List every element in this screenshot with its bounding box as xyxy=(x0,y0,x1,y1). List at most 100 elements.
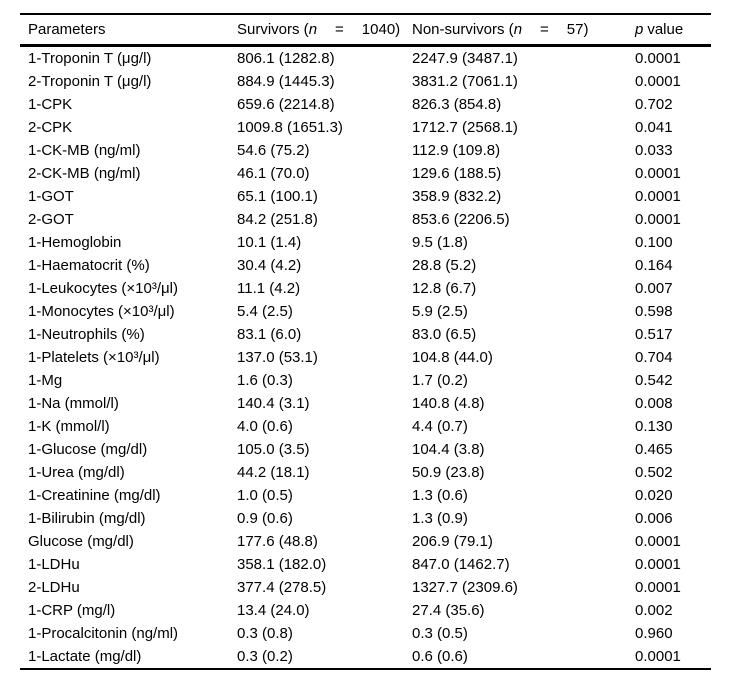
survivors-cell: 1.6 (0.3) xyxy=(237,372,293,389)
param-cell: 1-LDHu xyxy=(28,556,80,573)
survivors-cell: 358.1 (182.0) xyxy=(237,556,327,573)
pvalue-cell: 0.702 xyxy=(635,96,673,113)
pvalue-cell: 0.130 xyxy=(635,418,673,435)
pvalue-cell: 0.0001 xyxy=(635,579,681,596)
param-cell: 1-Neutrophils (%) xyxy=(28,326,145,343)
survivors-cell: 46.1 (70.0) xyxy=(237,165,310,182)
table-row: 2-GOT 84.2 (251.8) 853.6 (2206.5) 0.0001 xyxy=(20,208,711,231)
pvalue-cell: 0.006 xyxy=(635,510,673,527)
survivors-cell: 13.4 (24.0) xyxy=(237,602,310,619)
param-cell: 1-Urea (mg/dl) xyxy=(28,464,125,481)
survivors-cell: 44.2 (18.1) xyxy=(237,464,310,481)
table-row: 1-Mg 1.6 (0.3) 1.7 (0.2) 0.542 xyxy=(20,369,711,392)
nonsurvivors-cell: 1712.7 (2568.1) xyxy=(412,119,518,136)
table-row: 1-Lactate (mg/dl) 0.3 (0.2) 0.6 (0.6) 0.… xyxy=(20,645,711,669)
pvalue-cell: 0.542 xyxy=(635,372,673,389)
pvalue-cell: 0.020 xyxy=(635,487,673,504)
nonsurvivors-cell: 140.8 (4.8) xyxy=(412,395,485,412)
header-pvalue: p value xyxy=(635,14,711,47)
pvalue-cell: 0.100 xyxy=(635,234,673,251)
table-row: 1-Troponin T (μg/l) 806.1 (1282.8) 2247.… xyxy=(20,46,711,71)
header-nonsurvivors-n-symbol: n xyxy=(513,21,523,38)
survivors-cell: 0.3 (0.8) xyxy=(237,625,293,642)
nonsurvivors-cell: 3831.2 (7061.1) xyxy=(412,73,518,90)
param-cell: 1-Glucose (mg/dl) xyxy=(28,441,148,458)
param-cell: 1-Leukocytes (×10³/μl) xyxy=(28,280,178,297)
nonsurvivors-cell: 853.6 (2206.5) xyxy=(412,211,510,228)
nonsurvivors-cell: 1.3 (0.9) xyxy=(412,510,468,527)
pvalue-cell: 0.502 xyxy=(635,464,673,481)
nonsurvivors-cell: 9.5 (1.8) xyxy=(412,234,468,251)
table-row: 2-CK-MB (ng/ml) 46.1 (70.0) 129.6 (188.5… xyxy=(20,162,711,185)
param-cell: 1-CK-MB (ng/ml) xyxy=(28,142,141,159)
table-row: 1-Haematocrit (%) 30.4 (4.2) 28.8 (5.2) … xyxy=(20,254,711,277)
pvalue-cell: 0.002 xyxy=(635,602,673,619)
param-cell: 1-Troponin T (μg/l) xyxy=(28,50,152,67)
table-row: 1-GOT 65.1 (100.1) 358.9 (832.2) 0.0001 xyxy=(20,185,711,208)
pvalue-cell: 0.0001 xyxy=(635,556,681,573)
param-cell: 1-Haematocrit (%) xyxy=(28,257,150,274)
survivors-cell: 1009.8 (1651.3) xyxy=(237,119,343,136)
param-cell: 1-Bilirubin (mg/dl) xyxy=(28,510,146,527)
param-cell: 1-Mg xyxy=(28,372,63,389)
table-row: 1-CPK 659.6 (2214.8) 826.3 (854.8) 0.702 xyxy=(20,93,711,116)
nonsurvivors-cell: 826.3 (854.8) xyxy=(412,96,502,113)
nonsurvivors-cell: 104.4 (3.8) xyxy=(412,441,485,458)
survivors-cell: 65.1 (100.1) xyxy=(237,188,318,205)
survivors-cell: 140.4 (3.1) xyxy=(237,395,310,412)
param-cell: 2-CPK xyxy=(28,119,73,136)
pvalue-cell: 0.007 xyxy=(635,280,673,297)
survivors-cell: 5.4 (2.5) xyxy=(237,303,293,320)
survivors-cell: 84.2 (251.8) xyxy=(237,211,318,228)
param-cell: 1-Lactate (mg/dl) xyxy=(28,648,142,665)
nonsurvivors-cell: 206.9 (79.1) xyxy=(412,533,493,550)
header-survivors: Survivors (n = 1040) xyxy=(237,14,412,47)
param-cell: 1-Na (mmol/l) xyxy=(28,395,119,412)
table-body: 1-Troponin T (μg/l) 806.1 (1282.8) 2247.… xyxy=(20,46,711,670)
survivors-cell: 54.6 (75.2) xyxy=(237,142,310,159)
survivors-cell: 177.6 (48.8) xyxy=(237,533,318,550)
pvalue-cell: 0.465 xyxy=(635,441,673,458)
survivors-cell: 806.1 (1282.8) xyxy=(237,50,335,67)
table-row: 1-Na (mmol/l) 140.4 (3.1) 140.8 (4.8) 0.… xyxy=(20,392,711,415)
pvalue-cell: 0.0001 xyxy=(635,648,681,665)
clinical-parameters-table: Parameters Survivors (n = 1040) Non-surviv… xyxy=(20,13,711,670)
table-row: 2-Troponin T (μg/l) 884.9 (1445.3) 3831.… xyxy=(20,70,711,93)
survivors-cell: 0.9 (0.6) xyxy=(237,510,293,527)
nonsurvivors-cell: 12.8 (6.7) xyxy=(412,280,477,297)
pvalue-cell: 0.517 xyxy=(635,326,673,343)
pvalue-cell: 0.164 xyxy=(635,257,673,274)
header-parameters: Parameters xyxy=(20,14,237,47)
nonsurvivors-cell: 358.9 (832.2) xyxy=(412,188,502,205)
nonsurvivors-cell: 1327.7 (2309.6) xyxy=(412,579,518,596)
survivors-cell: 137.0 (53.1) xyxy=(237,349,318,366)
nonsurvivors-cell: 1.7 (0.2) xyxy=(412,372,468,389)
param-cell: 1-K (mmol/l) xyxy=(28,418,110,435)
table-row: 1-Bilirubin (mg/dl) 0.9 (0.6) 1.3 (0.9) … xyxy=(20,507,711,530)
table-row: 1-LDHu 358.1 (182.0) 847.0 (1462.7) 0.00… xyxy=(20,553,711,576)
table-header-row: Parameters Survivors (n = 1040) Non-surviv… xyxy=(20,14,711,47)
header-pvalue-label: value xyxy=(647,21,684,38)
nonsurvivors-cell: 50.9 (23.8) xyxy=(412,464,485,481)
survivors-cell: 4.0 (0.6) xyxy=(237,418,293,435)
table-row: 1-Urea (mg/dl) 44.2 (18.1) 50.9 (23.8) 0… xyxy=(20,461,711,484)
table-row: 1-CK-MB (ng/ml) 54.6 (75.2) 112.9 (109.8… xyxy=(20,139,711,162)
param-cell: 1-Hemoglobin xyxy=(28,234,122,251)
pvalue-cell: 0.0001 xyxy=(635,211,681,228)
table-row: 1-Neutrophils (%) 83.1 (6.0) 83.0 (6.5) … xyxy=(20,323,711,346)
pvalue-cell: 0.0001 xyxy=(635,73,681,90)
table-row: 1-Platelets (×10³/μl) 137.0 (53.1) 104.8… xyxy=(20,346,711,369)
param-cell: 2-GOT xyxy=(28,211,74,228)
nonsurvivors-cell: 0.6 (0.6) xyxy=(412,648,468,665)
param-cell: 1-Platelets (×10³/μl) xyxy=(28,349,160,366)
table-row: 1-Glucose (mg/dl) 105.0 (3.5) 104.4 (3.8… xyxy=(20,438,711,461)
pvalue-cell: 0.033 xyxy=(635,142,673,159)
survivors-cell: 0.3 (0.2) xyxy=(237,648,293,665)
param-cell: 1-Procalcitonin (ng/ml) xyxy=(28,625,179,642)
table-row: Glucose (mg/dl) 177.6 (48.8) 206.9 (79.1… xyxy=(20,530,711,553)
param-cell: 2-Troponin T (μg/l) xyxy=(28,73,152,90)
pvalue-cell: 0.0001 xyxy=(635,533,681,550)
param-cell: 2-CK-MB (ng/ml) xyxy=(28,165,141,182)
nonsurvivors-cell: 2247.9 (3487.1) xyxy=(412,50,518,67)
nonsurvivors-cell: 4.4 (0.7) xyxy=(412,418,468,435)
